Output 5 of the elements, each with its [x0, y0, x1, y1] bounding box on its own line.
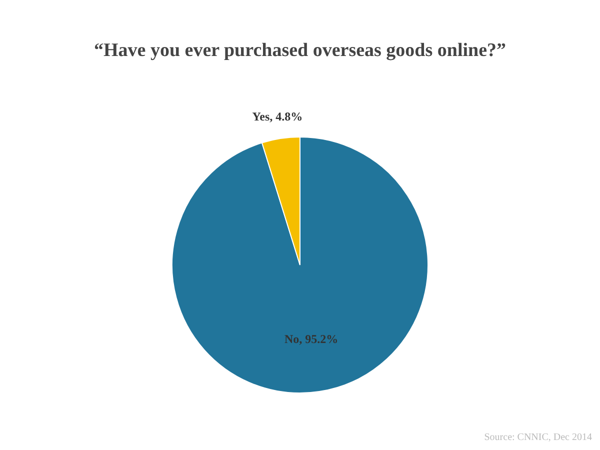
slice-label: No, 95.2%	[284, 332, 338, 346]
slice-label: Yes, 4.8%	[252, 110, 303, 124]
pie-slice	[172, 136, 428, 394]
chart-title: “Have you ever purchased overseas goods online?”	[94, 40, 506, 61]
source-note: Source: CNNIC, Dec 2014	[484, 432, 592, 443]
